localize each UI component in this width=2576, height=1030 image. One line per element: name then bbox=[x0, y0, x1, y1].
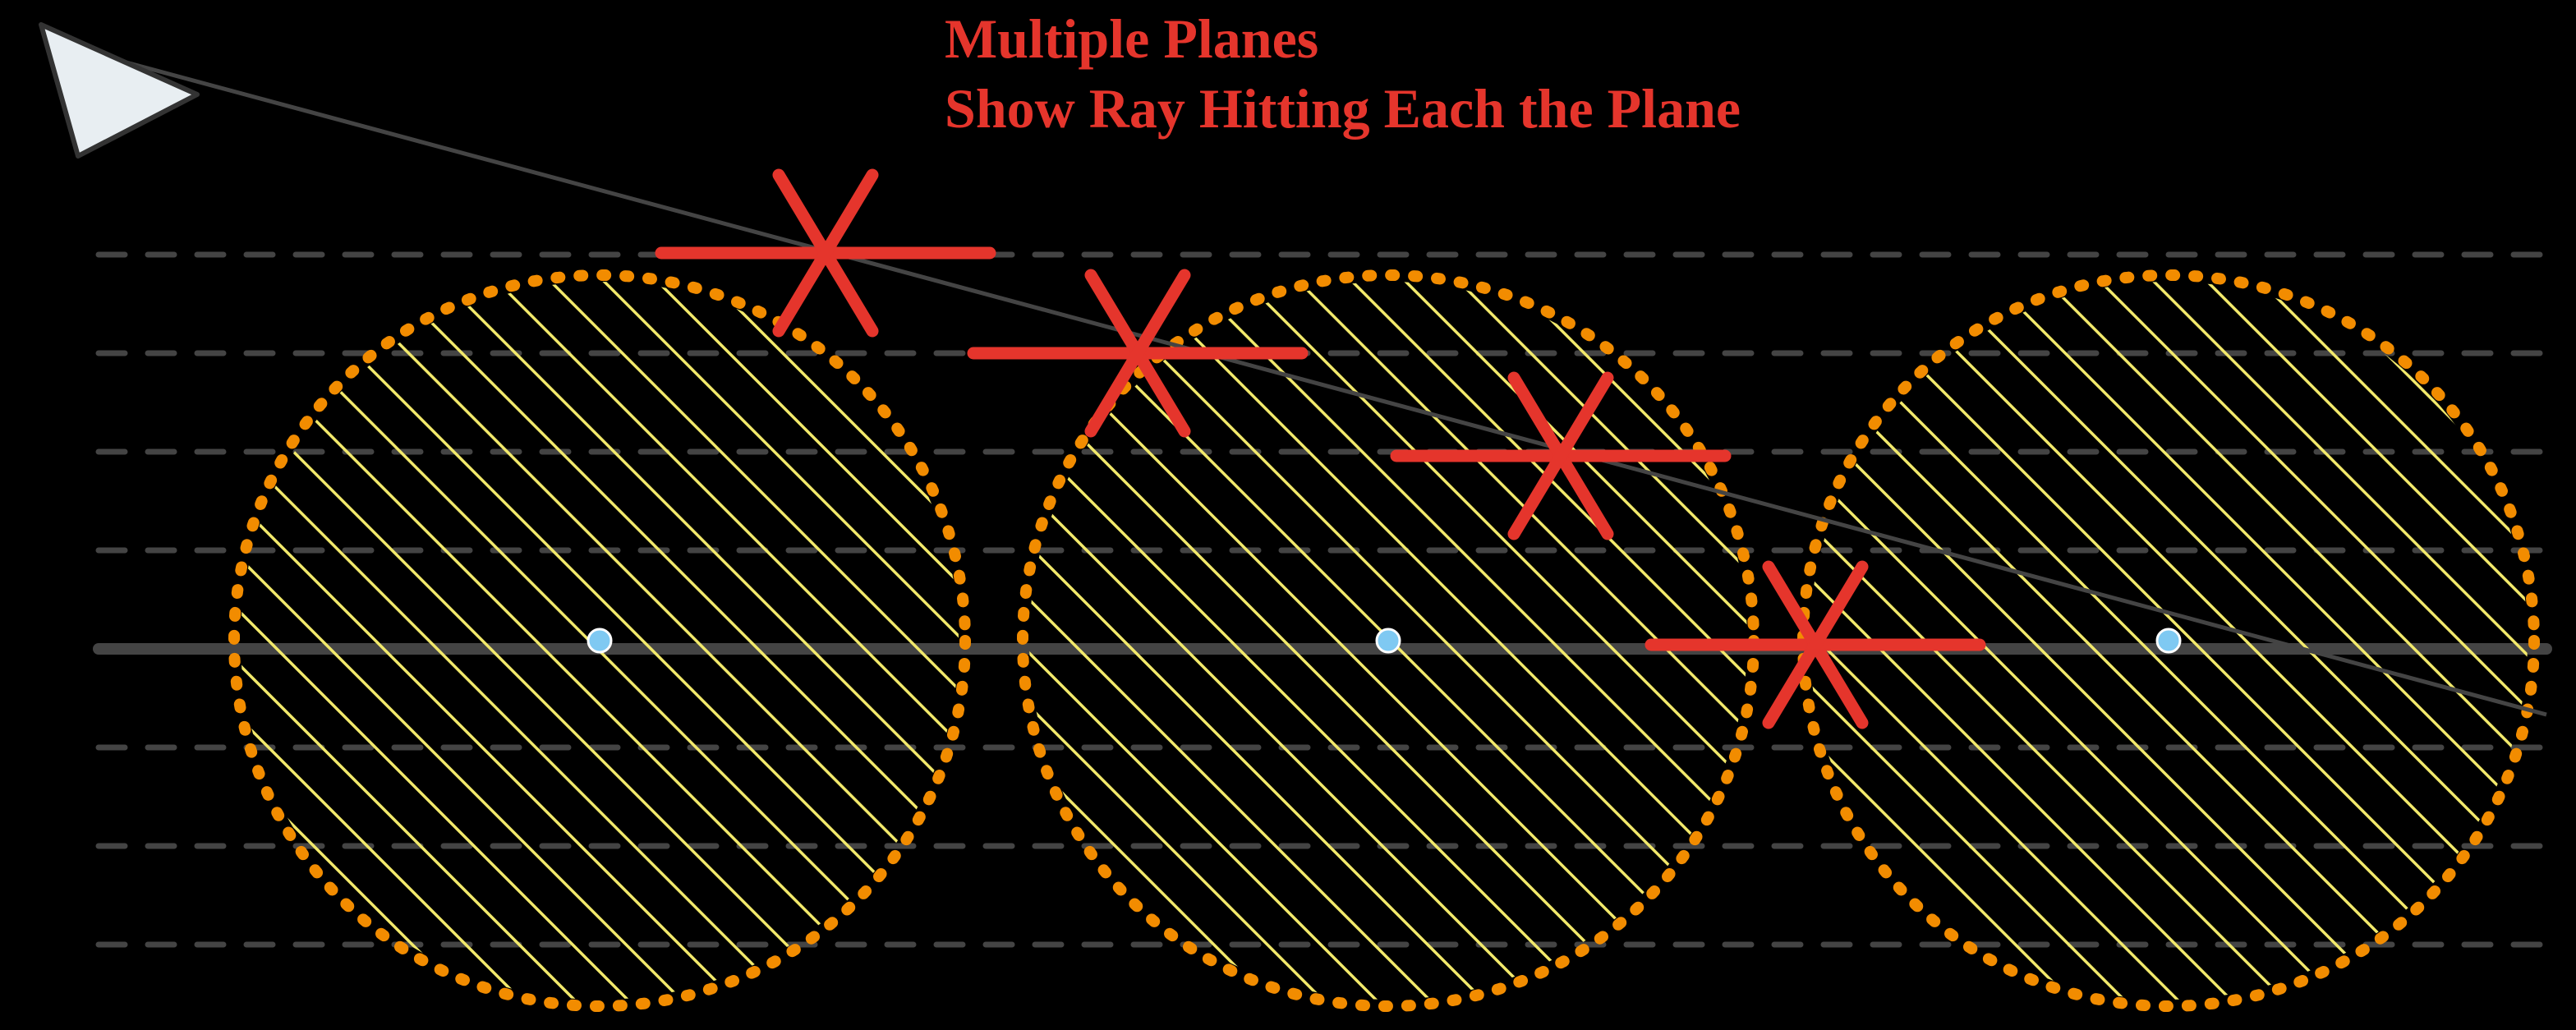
title-line-2: Show Ray Hitting Each the Plane bbox=[945, 77, 1741, 140]
title-line-1: Multiple Planes bbox=[945, 7, 1318, 70]
gaussian-discs bbox=[234, 275, 2534, 1006]
disc-center-dot bbox=[2157, 629, 2180, 652]
disc-center-dot bbox=[588, 629, 611, 652]
ray-arrowhead bbox=[41, 25, 197, 156]
title: Multiple Planes Show Ray Hitting Each the… bbox=[945, 7, 1741, 140]
disc-center-dot bbox=[1377, 629, 1400, 652]
